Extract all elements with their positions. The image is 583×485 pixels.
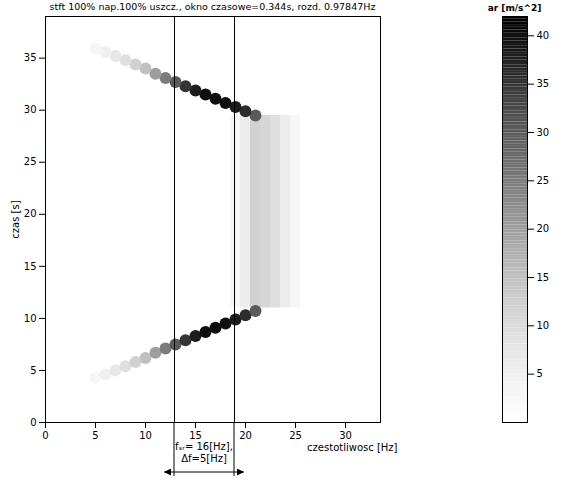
- svg-text:30: 30: [24, 104, 37, 115]
- svg-text:czas [s]: czas [s]: [10, 200, 21, 238]
- svg-text:Δf=5[Hz]: Δf=5[Hz]: [181, 453, 227, 464]
- svg-text:30: 30: [537, 127, 550, 138]
- svg-text:15: 15: [189, 430, 202, 441]
- svg-text:ar [m/s^2]: ar [m/s^2]: [488, 3, 542, 13]
- svg-text:35: 35: [537, 78, 550, 89]
- svg-text:40: 40: [537, 30, 550, 41]
- svg-text:10: 10: [24, 313, 37, 324]
- svg-text:20: 20: [24, 208, 37, 219]
- svg-text:czestotliwosc [Hz]: czestotliwosc [Hz]: [307, 442, 397, 453]
- svg-text:25: 25: [289, 430, 302, 441]
- svg-text:30: 30: [339, 430, 352, 441]
- svg-text:5: 5: [92, 430, 98, 441]
- svg-text:stft 100% nap.100% uszcz., okn: stft 100% nap.100% uszcz., okno czasowe=…: [50, 1, 376, 12]
- svg-text:0: 0: [42, 430, 48, 441]
- svg-text:0: 0: [30, 417, 36, 428]
- svg-text:25: 25: [537, 175, 550, 186]
- svg-text:20: 20: [239, 430, 252, 441]
- svg-text:10: 10: [537, 320, 550, 331]
- svg-text:5: 5: [537, 368, 543, 379]
- svg-text:fₛᵣ= 16[Hz],: fₛᵣ= 16[Hz],: [175, 441, 233, 452]
- svg-text:20: 20: [537, 223, 550, 234]
- svg-text:35: 35: [24, 52, 37, 63]
- svg-text:25: 25: [24, 156, 37, 167]
- svg-text:10: 10: [139, 430, 152, 441]
- svg-text:15: 15: [24, 261, 37, 272]
- svg-text:15: 15: [537, 272, 550, 283]
- svg-text:5: 5: [30, 365, 36, 376]
